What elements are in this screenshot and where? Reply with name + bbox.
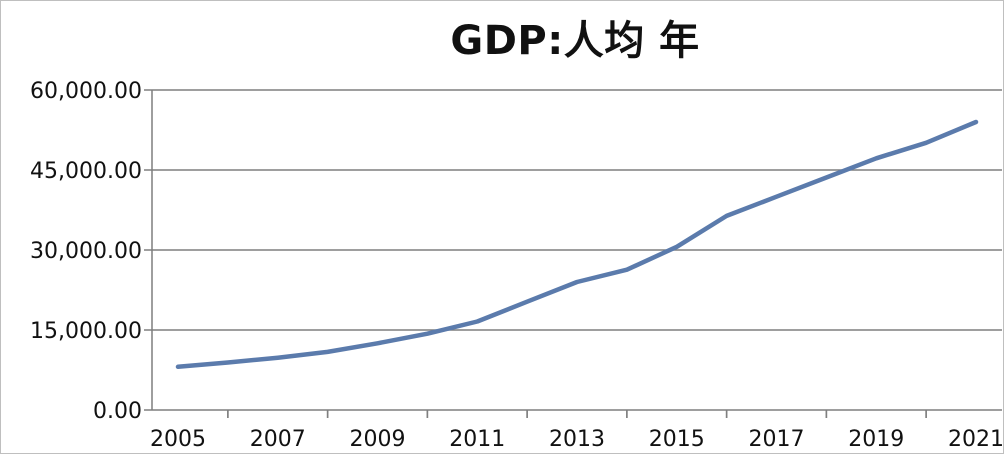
y-tick-labels: 0.00 15,000.00 30,000.00 45,000.00 60,000.00 bbox=[30, 79, 142, 424]
x-tick-label: 2011 bbox=[449, 427, 505, 452]
y-tick-label: 30,000.00 bbox=[30, 239, 142, 264]
series-layer bbox=[175, 119, 979, 370]
x-tick-label: 2017 bbox=[749, 427, 805, 452]
axes bbox=[144, 89, 1002, 418]
y-tick-label: 15,000.00 bbox=[30, 319, 142, 344]
x-tick-label: 2007 bbox=[250, 427, 306, 452]
x-tick-label: 2019 bbox=[848, 427, 904, 452]
chart-title: GDP:人均 年 bbox=[450, 18, 700, 64]
y-tick-label: 60,000.00 bbox=[30, 79, 142, 104]
x-tick-label: 2021 bbox=[948, 427, 1004, 452]
x-tick-label: 2009 bbox=[350, 427, 406, 452]
gridlines bbox=[152, 89, 1002, 331]
x-tick-label: 2013 bbox=[549, 427, 605, 452]
x-tick-labels: 2005 2007 2009 2011 2013 2015 2017 2019 2021 bbox=[150, 427, 1004, 452]
y-tick-label: 45,000.00 bbox=[30, 159, 142, 184]
x-tick-label: 2015 bbox=[649, 427, 705, 452]
y-tick-label: 0.00 bbox=[93, 399, 142, 424]
x-tick-label: 2005 bbox=[150, 427, 206, 452]
